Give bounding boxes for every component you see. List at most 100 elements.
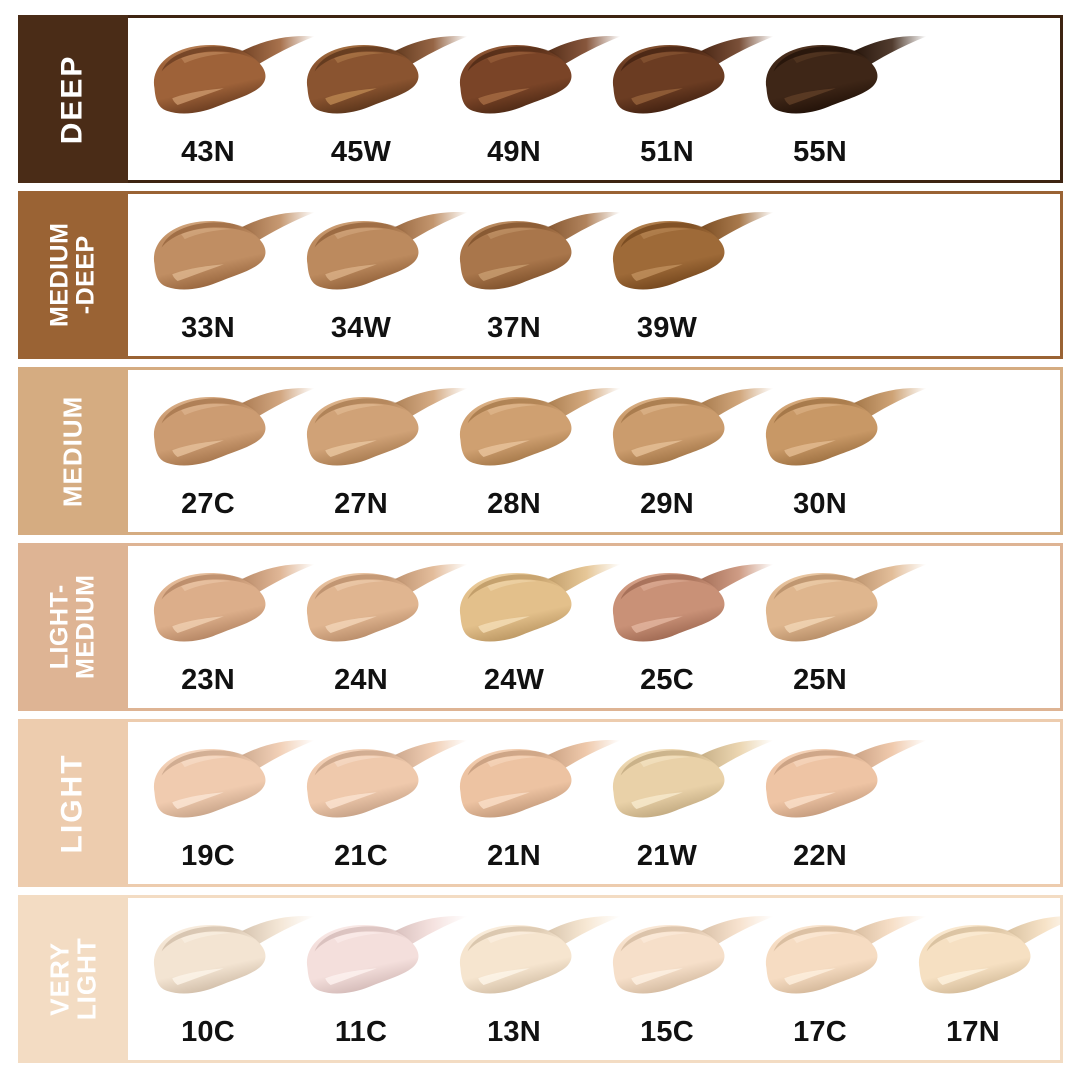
shade-swatch-21W[interactable]: 21W (597, 722, 774, 884)
swatch-panel-light-medium: 23N 24N 24W 25C 25N (128, 543, 1063, 711)
shade-name-label: 21W (636, 839, 698, 872)
foundation-swatch-art (601, 204, 779, 304)
foundation-swatch-art (754, 556, 932, 656)
category-label-line: LIGHT (55, 752, 89, 853)
foundation-swatch-art (907, 908, 1060, 1008)
swatch-panel-light: 19C 21C 21N 21W 22N (128, 719, 1063, 887)
category-label-light-medium: LIGHT- MEDIUM (45, 574, 99, 680)
category-label-line: VERY (44, 942, 75, 1016)
shade-name-label: 25C (640, 663, 694, 696)
shade-name-label: 11C (334, 1015, 388, 1048)
shade-swatch-24W[interactable]: 24W (444, 546, 621, 708)
category-label-line: -DEEP (70, 235, 99, 315)
category-label-deep: DEEP (55, 54, 89, 144)
swatch-panel-medium: 27C 27N 28N 29N 30N (128, 367, 1063, 535)
category-label-line: MEDIUM (70, 574, 99, 680)
shade-swatch-13N[interactable]: 13N (444, 898, 621, 1060)
shade-row-deep: DEEP 43N 45W 49N 51N 55N (18, 15, 1063, 183)
swatch-panel-very-light: 10C 11C 13N 15C 17C 17N (128, 895, 1063, 1063)
shade-swatch-39W[interactable]: 39W (597, 194, 774, 356)
shade-swatch-43N[interactable]: 43N (138, 18, 315, 180)
shade-swatch-21C[interactable]: 21C (291, 722, 468, 884)
shade-swatch-19C[interactable]: 19C (138, 722, 315, 884)
shade-row-medium-deep: MEDIUM -DEEP 33N 34W 37N 39W (18, 191, 1063, 359)
shade-swatch-49N[interactable]: 49N (444, 18, 621, 180)
swatch-strip: 10C 11C 13N 15C 17C 17N (128, 898, 1060, 1060)
shade-swatch-37N[interactable]: 37N (444, 194, 621, 356)
shade-name-label: 29N (640, 487, 694, 520)
shade-name-label: 13N (487, 1015, 541, 1048)
shade-swatch-10C[interactable]: 10C (138, 898, 315, 1060)
category-label-medium-deep: MEDIUM -DEEP (45, 222, 99, 328)
category-label-very-light: VERY LIGHT (44, 937, 101, 1021)
shade-swatch-33N[interactable]: 33N (138, 194, 315, 356)
category-block-very-light: VERY LIGHT (18, 895, 128, 1063)
category-label-medium: MEDIUM (57, 395, 88, 507)
shade-name-label: 30N (793, 487, 847, 520)
shade-name-label: 24N (334, 663, 388, 696)
swatch-strip: 33N 34W 37N 39W (128, 194, 1060, 356)
shade-swatch-28N[interactable]: 28N (444, 370, 621, 532)
shade-row-light: LIGHT 19C 21C 21N 21W 22N (18, 719, 1063, 887)
shade-swatch-23N[interactable]: 23N (138, 546, 315, 708)
shade-name-label: 21C (334, 839, 388, 872)
category-label-line: MEDIUM (57, 395, 88, 507)
shade-name-label: 33N (181, 311, 235, 344)
shade-name-label: 25N (793, 663, 847, 696)
shade-swatch-22N[interactable]: 22N (750, 722, 927, 884)
category-block-medium-deep: MEDIUM -DEEP (18, 191, 128, 359)
shade-row-medium: MEDIUM 27C 27N 28N 29N 30N (18, 367, 1063, 535)
foundation-swatch-art (754, 380, 932, 480)
shade-swatch-55N[interactable]: 55N (750, 18, 927, 180)
shade-name-label: 19C (181, 839, 235, 872)
category-block-medium: MEDIUM (18, 367, 128, 535)
shade-swatch-27C[interactable]: 27C (138, 370, 315, 532)
shade-name-label: 28N (487, 487, 541, 520)
category-label-line: MEDIUM (45, 222, 74, 328)
shade-name-label: 37N (487, 311, 541, 344)
shade-swatch-17C[interactable]: 17C (750, 898, 927, 1060)
swatch-strip: 23N 24N 24W 25C 25N (128, 546, 1060, 708)
shade-swatch-17N[interactable]: 17N (903, 898, 1060, 1060)
shade-swatch-29N[interactable]: 29N (597, 370, 774, 532)
category-block-light-medium: LIGHT- MEDIUM (18, 543, 128, 711)
shade-name-label: 45W (330, 135, 392, 168)
category-label-line: LIGHT (71, 937, 101, 1021)
shade-row-very-light: VERY LIGHT 10C 11C 13N 15C 17C 17N (18, 895, 1063, 1063)
shade-swatch-25C[interactable]: 25C (597, 546, 774, 708)
shade-name-label: 17N (946, 1015, 1000, 1048)
category-block-light: LIGHT (18, 719, 128, 887)
shade-name-label: 23N (181, 663, 235, 696)
category-block-deep: DEEP (18, 15, 128, 183)
swatch-strip: 19C 21C 21N 21W 22N (128, 722, 1060, 884)
shade-swatch-30N[interactable]: 30N (750, 370, 927, 532)
shade-swatch-51N[interactable]: 51N (597, 18, 774, 180)
shade-name-label: 24W (483, 663, 545, 696)
shade-swatch-21N[interactable]: 21N (444, 722, 621, 884)
shade-name-label: 55N (793, 135, 847, 168)
category-label-light: LIGHT (55, 752, 89, 853)
shade-name-label: 43N (181, 135, 235, 168)
category-label-line: DEEP (55, 54, 89, 144)
shade-name-label: 22N (793, 839, 847, 872)
shade-swatch-11C[interactable]: 11C (291, 898, 468, 1060)
swatch-strip: 43N 45W 49N 51N 55N (128, 18, 1060, 180)
category-label-line: LIGHT- (45, 584, 74, 670)
shade-swatch-25N[interactable]: 25N (750, 546, 927, 708)
shade-name-label: 49N (487, 135, 541, 168)
shade-name-label: 21N (487, 839, 541, 872)
swatch-panel-medium-deep: 33N 34W 37N 39W (128, 191, 1063, 359)
shade-swatch-24N[interactable]: 24N (291, 546, 468, 708)
shade-swatch-45W[interactable]: 45W (291, 18, 468, 180)
shade-name-label: 39W (636, 311, 698, 344)
shade-name-label: 27C (181, 487, 235, 520)
shade-swatch-34W[interactable]: 34W (291, 194, 468, 356)
swatch-strip: 27C 27N 28N 29N 30N (128, 370, 1060, 532)
shade-swatch-15C[interactable]: 15C (597, 898, 774, 1060)
shade-swatch-27N[interactable]: 27N (291, 370, 468, 532)
shade-row-light-medium: LIGHT- MEDIUM 23N 24N 24W 25C 25N (18, 543, 1063, 711)
shade-name-label: 51N (640, 135, 694, 168)
shade-name-label: 27N (334, 487, 388, 520)
foundation-swatch-art (754, 732, 932, 832)
